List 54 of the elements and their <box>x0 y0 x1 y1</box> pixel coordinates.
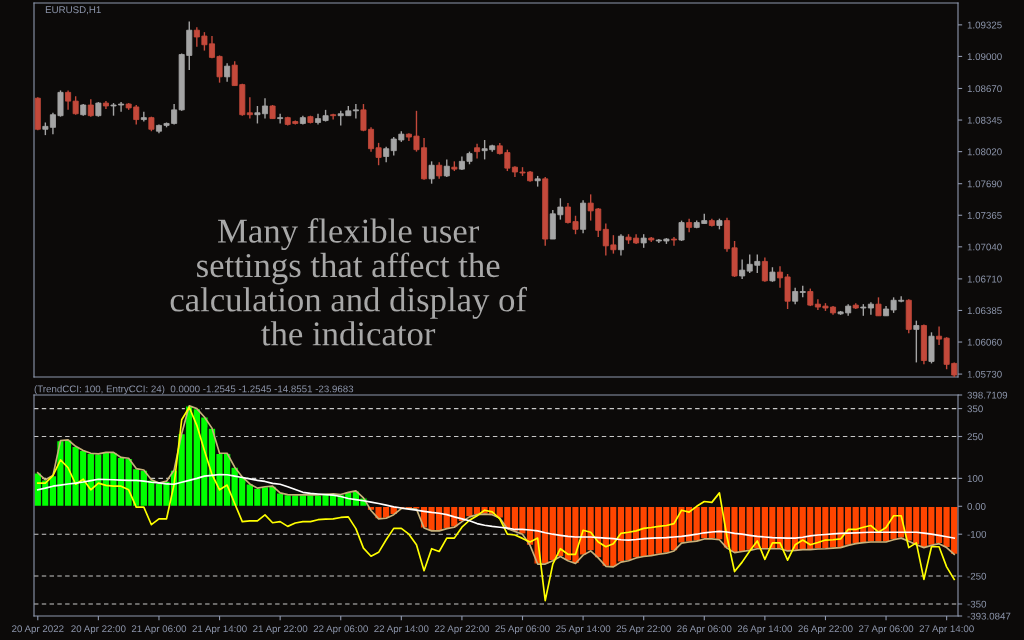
x-tick-label: 25 Apr 22:00 <box>616 625 671 635</box>
y-tick-label: 1.09000 <box>967 53 1002 61</box>
candlestick <box>330 113 337 121</box>
x-tick-label: 26 Apr 14:00 <box>737 625 793 635</box>
chart-title: EURUSD,H1 <box>45 6 101 15</box>
y-tick-label: 1.06710 <box>967 275 1002 283</box>
y-tick-label: 250 <box>967 433 983 441</box>
y-tick-label: 1.07040 <box>967 243 1002 251</box>
chart-title: (TrendCCI: 100, EntryCCI: 24) 0.0000 -1.2545 -1.2545 -14.8551 -23.9683 <box>34 385 354 395</box>
candlestick <box>761 256 768 283</box>
candlestick <box>224 62 231 83</box>
x-tick-label: 21 Apr 06:00 <box>131 625 187 635</box>
candlestick <box>617 233 624 257</box>
y-tick-label: 1.07690 <box>967 180 1002 188</box>
candlestick <box>428 160 435 185</box>
x-tick-label: 25 Apr 14:00 <box>556 625 611 635</box>
x-tick-label: 21 Apr 14:00 <box>192 625 247 635</box>
x-tick-label: 22 Apr 22:00 <box>434 625 490 635</box>
line-series <box>36 473 956 541</box>
y-tick-label: -393.0847 <box>967 612 1011 620</box>
line-series <box>36 404 956 568</box>
x-tick-label: 22 Apr 06:00 <box>313 625 368 635</box>
candlestick <box>875 296 882 317</box>
y-tick-label: -350 <box>967 600 987 608</box>
y-tick-label: 1.06385 <box>967 307 1002 315</box>
y-tick-label: 1.05730 <box>967 370 1002 378</box>
y-tick-label: 1.09325 <box>967 21 1002 29</box>
y-tick-label: -250 <box>967 572 987 580</box>
x-tick-label: 22 Apr 14:00 <box>374 625 429 635</box>
candlestick <box>277 113 284 125</box>
annotation: Many flexible user settings that affect the calculation and display of the indicator <box>170 218 528 346</box>
x-tick-label: 26 Apr 22:00 <box>798 625 853 635</box>
x-tick-label: 20 Apr 22:00 <box>71 625 126 635</box>
x-tick-label: 25 Apr 06:00 <box>495 625 550 635</box>
y-tick-label: 1.08345 <box>967 116 1002 124</box>
y-tick-label: -100 <box>967 530 987 538</box>
y-tick-label: 100 <box>967 475 983 482</box>
y-tick-label: 1.08020 <box>967 148 1002 156</box>
y-tick-label: 350 <box>967 405 983 413</box>
x-tick-label: 20 Apr 2022 <box>12 625 64 635</box>
candlestick <box>670 236 677 247</box>
y-tick-label: 1.07365 <box>967 211 1002 219</box>
y-tick-label: 398.7109 <box>967 391 1008 399</box>
x-tick-label: 21 Apr 22:00 <box>253 625 308 635</box>
candlestick <box>140 111 147 123</box>
y-tick-label: 0.00 <box>967 503 986 510</box>
y-tick-label: 1.08670 <box>967 85 1002 93</box>
candlestick <box>474 143 481 160</box>
x-tick-label: 27 Apr 06:00 <box>858 625 914 635</box>
x-tick-label: 27 Apr 14:00 <box>919 625 974 635</box>
candlestick <box>913 319 920 364</box>
y-tick-label: 1.06060 <box>967 338 1002 346</box>
x-tick-label: 26 Apr 06:00 <box>677 625 732 635</box>
line-series <box>36 406 956 602</box>
